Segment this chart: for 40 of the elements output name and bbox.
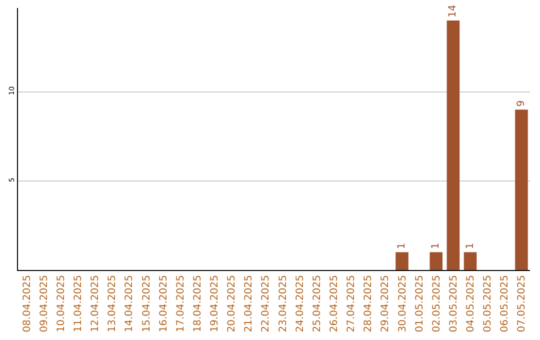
- x-tick-label: 28.04.2025: [363, 275, 374, 332]
- bar: [515, 110, 528, 270]
- data-label: 9: [516, 100, 527, 107]
- x-tick-label: 20.04.2025: [226, 275, 238, 332]
- x-tick-label: 26.04.2025: [328, 275, 340, 332]
- x-tick-label: 21.04.2025: [244, 275, 255, 332]
- x-tick-label: 18.04.2025: [192, 275, 204, 332]
- bar: [446, 20, 460, 270]
- x-tick-label: 14.04.2025: [124, 275, 136, 332]
- x-tick-label: 03.05.2025: [448, 275, 460, 332]
- bar: [464, 252, 477, 270]
- x-tick-label: 25.04.2025: [312, 275, 323, 332]
- x-tick-label: 09.04.2025: [38, 275, 50, 332]
- data-label: 14: [448, 4, 459, 18]
- x-tick-label: 17.04.2025: [175, 275, 186, 332]
- x-tick-label: 16.04.2025: [158, 275, 170, 332]
- x-tick-label: 05.05.2025: [482, 275, 494, 332]
- x-tick-label: 13.04.2025: [107, 275, 118, 332]
- bar: [430, 252, 443, 270]
- x-tick-label: 22.04.2025: [260, 275, 272, 332]
- x-tick-label: 15.04.2025: [141, 275, 152, 332]
- x-tick-label: 29.04.2025: [380, 275, 392, 332]
- x-tick-label: 10.04.2025: [56, 275, 67, 332]
- bar: [396, 252, 408, 270]
- x-tick-label: 11.04.2025: [72, 275, 84, 332]
- data-label: 1: [464, 242, 476, 250]
- x-tick-label: 23.04.2025: [278, 275, 289, 332]
- x-tick-label: 01.05.2025: [414, 275, 426, 332]
- data-label: 1: [396, 242, 408, 250]
- x-tick-label: 12.04.2025: [90, 275, 102, 332]
- x-tick-label: 27.04.2025: [346, 275, 358, 332]
- data-label: 1: [430, 242, 442, 250]
- x-tick-label: 06.05.2025: [500, 275, 511, 332]
- x-tick-label: 30.04.2025: [397, 275, 408, 332]
- x-tick-label: 19.04.2025: [210, 275, 221, 332]
- x-tick-label: 08.04.2025: [22, 275, 33, 332]
- x-tick-label: 24.04.2025: [294, 275, 306, 332]
- x-tick-label: 04.05.2025: [466, 275, 477, 332]
- x-tick-label: 02.05.2025: [431, 275, 442, 332]
- x-tick-label: 07.05.2025: [516, 275, 528, 332]
